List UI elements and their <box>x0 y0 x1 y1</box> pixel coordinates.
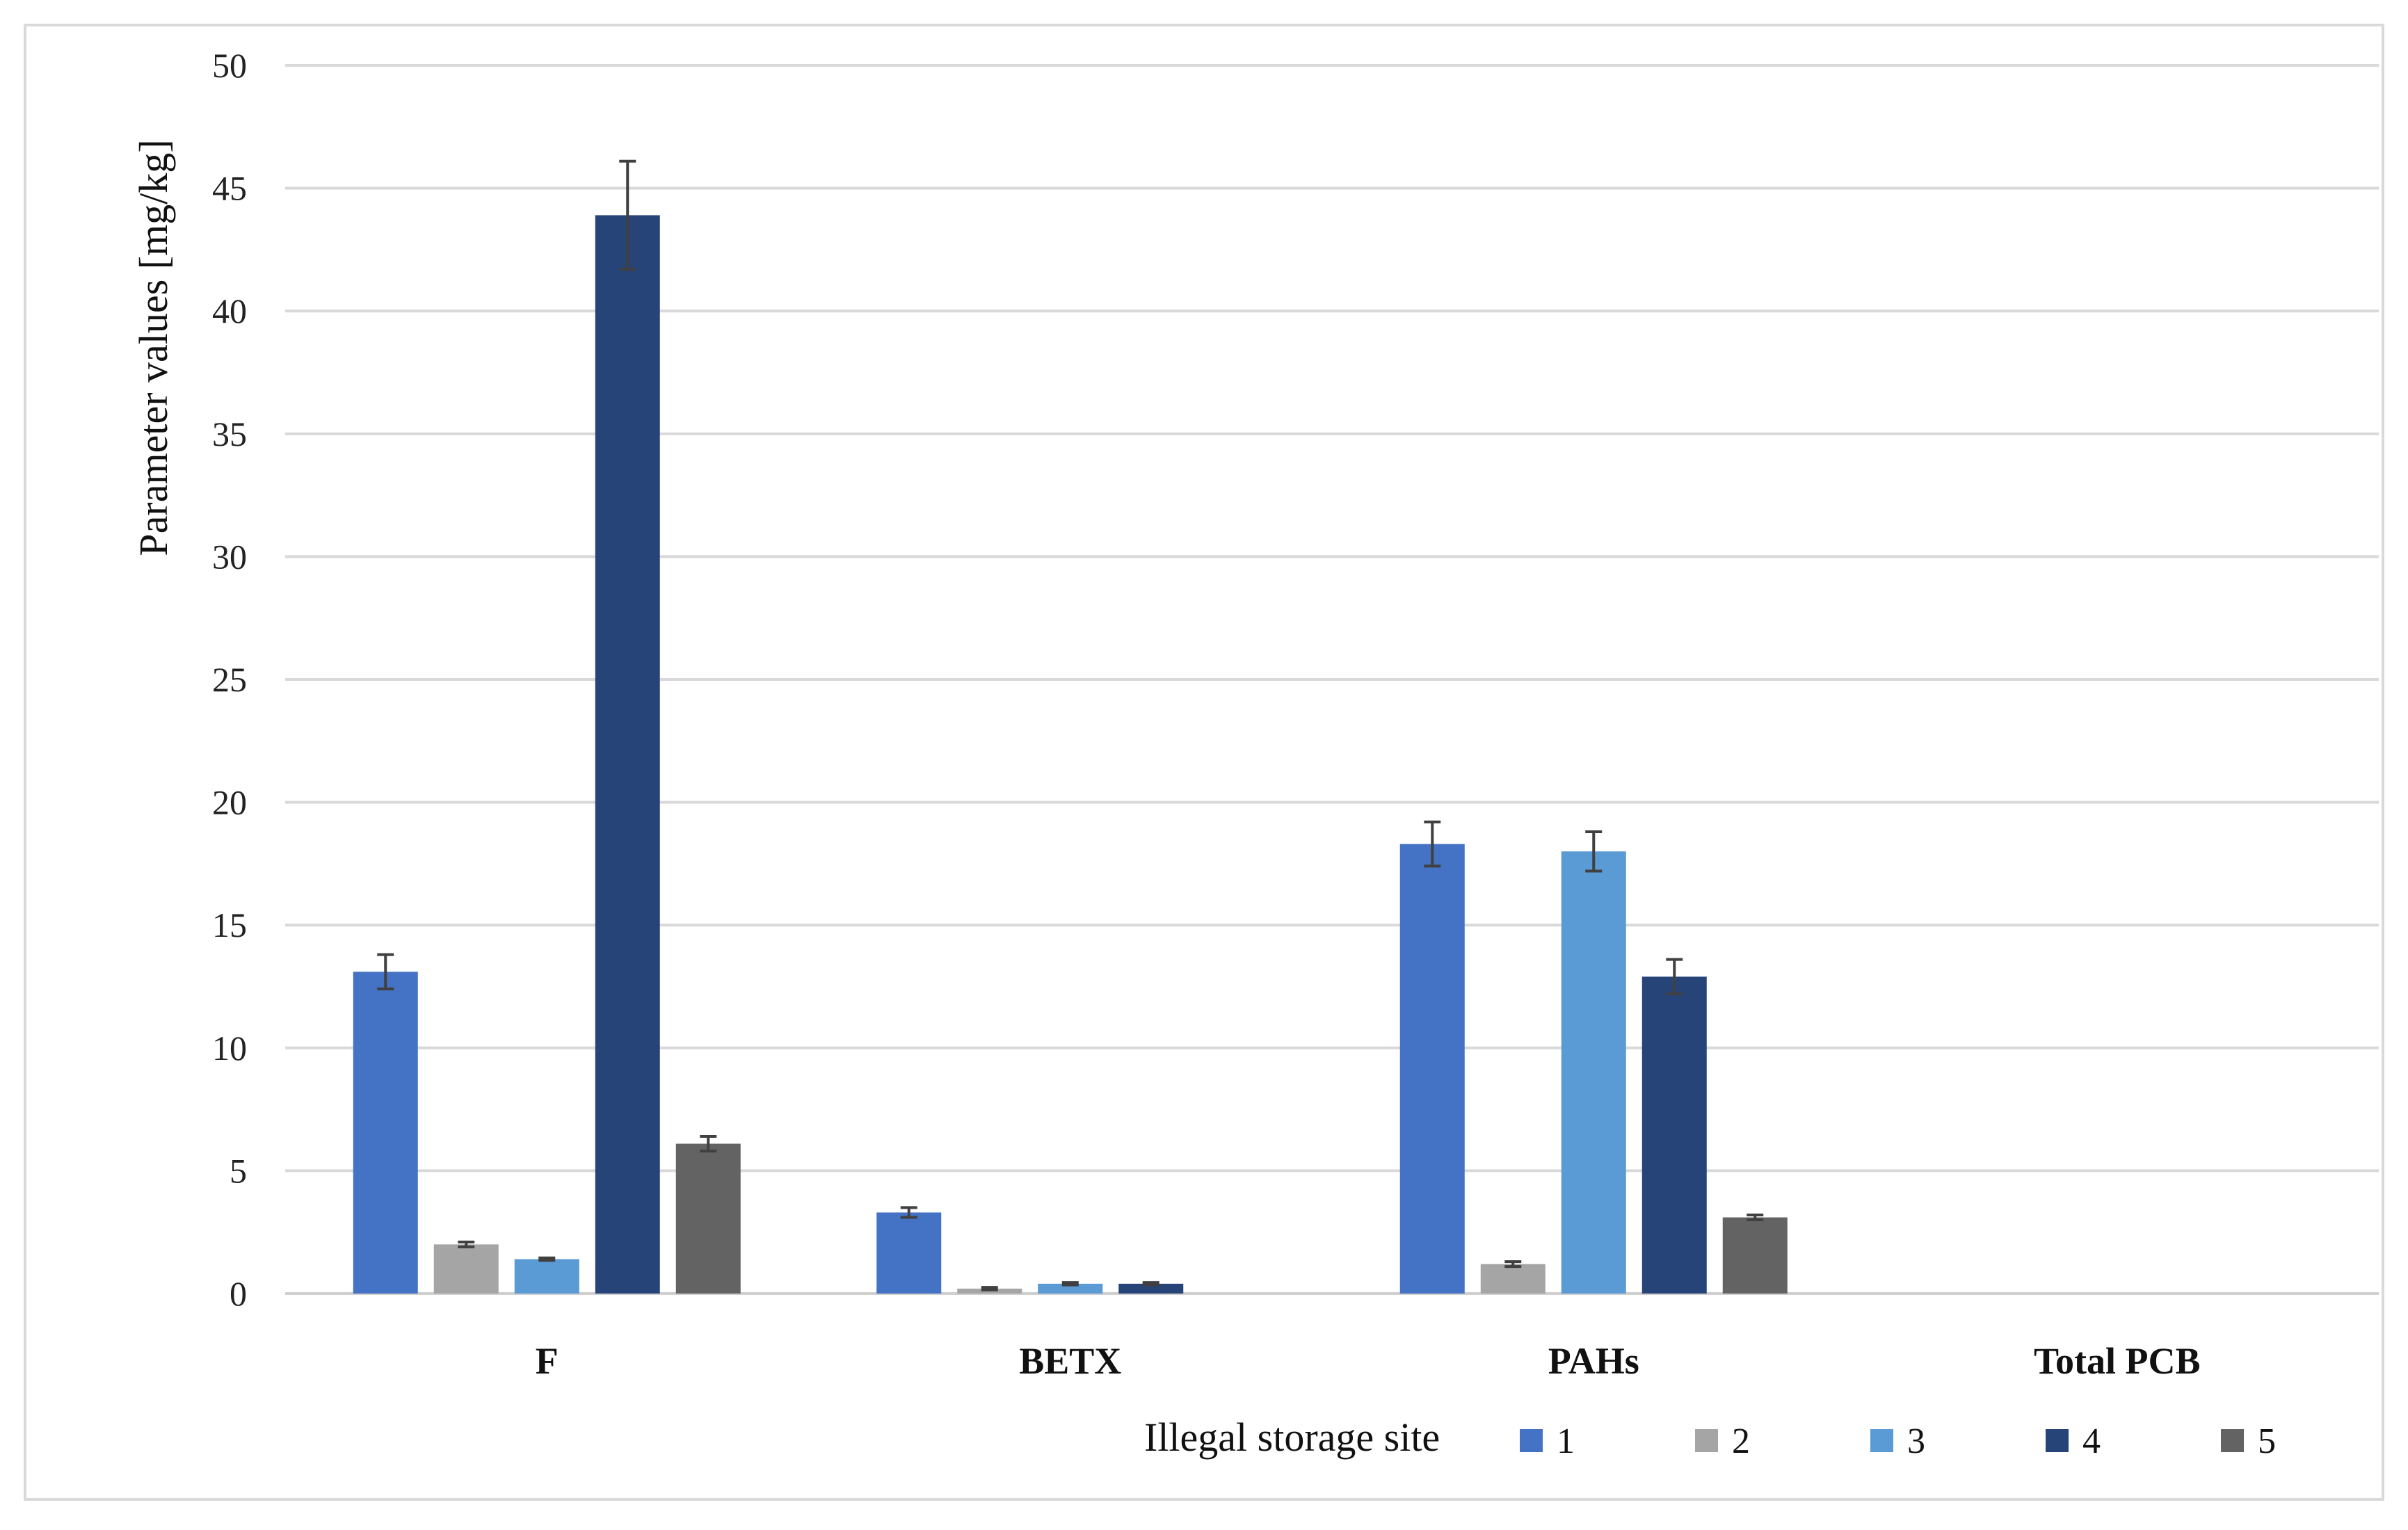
legend-label: 3 <box>1907 1422 1925 1461</box>
bar <box>876 1212 942 1294</box>
y-tick-label: 40 <box>212 291 247 330</box>
y-tick-label: 30 <box>212 537 247 576</box>
y-tick-label: 5 <box>230 1151 247 1190</box>
error-bars <box>377 159 1764 1291</box>
x-axis-categories: F BETX PAHs Total PCB <box>536 1340 2201 1382</box>
y-tick-label: 15 <box>212 905 247 944</box>
bar <box>433 1244 499 1294</box>
bars <box>353 215 1788 1294</box>
bar <box>1561 851 1626 1294</box>
y-axis-label: Parameter values [mg/kg] <box>131 139 176 556</box>
legend: Illegal storage site 1 2 3 4 5 <box>1144 1415 2276 1461</box>
bar <box>353 972 418 1294</box>
y-axis-ticks: 0 5 10 15 20 25 30 35 40 45 50 <box>212 46 247 1313</box>
x-category-label: Total PCB <box>2034 1340 2201 1382</box>
y-tick-label: 20 <box>212 783 247 822</box>
x-category-label: F <box>536 1340 559 1382</box>
bar <box>1480 1264 1546 1294</box>
bar <box>675 1143 741 1294</box>
legend-swatch <box>2221 1429 2244 1452</box>
bar <box>1722 1217 1788 1294</box>
y-tick-label: 0 <box>230 1274 247 1313</box>
bar <box>1642 976 1707 1294</box>
legend-swatch <box>2046 1429 2069 1452</box>
legend-title: Illegal storage site <box>1144 1415 1440 1460</box>
legend-label: 4 <box>2082 1422 2101 1461</box>
y-tick-label: 35 <box>212 414 247 453</box>
y-tick-label: 45 <box>212 169 247 208</box>
bar <box>595 215 660 1294</box>
bar <box>514 1259 579 1294</box>
y-tick-label: 50 <box>212 46 247 85</box>
legend-label: 2 <box>1732 1422 1750 1461</box>
legend-swatch <box>1520 1429 1543 1452</box>
legend-label: 5 <box>2258 1422 2276 1461</box>
legend-items: 1 2 3 4 5 <box>1520 1422 2276 1461</box>
bar <box>1118 1283 1184 1294</box>
y-tick-label: 10 <box>212 1029 247 1068</box>
x-category-label: BETX <box>1019 1340 1121 1382</box>
legend-label: 1 <box>1557 1422 1575 1461</box>
legend-swatch <box>1870 1429 1893 1452</box>
bar <box>1399 844 1465 1294</box>
x-category-label: PAHs <box>1548 1340 1639 1382</box>
y-tick-label: 25 <box>212 660 247 699</box>
legend-swatch <box>1695 1429 1718 1452</box>
bar <box>1038 1283 1103 1294</box>
